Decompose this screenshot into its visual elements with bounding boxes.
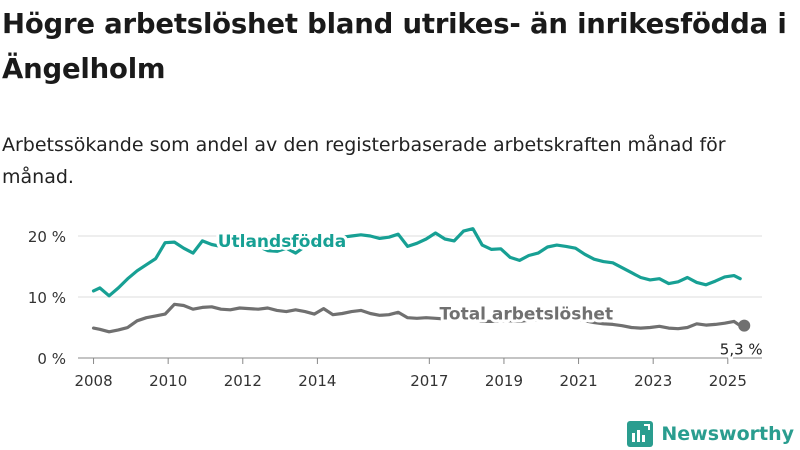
series-line-utlandsfodda	[91, 227, 742, 298]
x-tick-label: 2012	[224, 372, 262, 390]
series-label-utlandsfodda-halo: Utlandsfödda	[218, 232, 347, 252]
x-tick-label: 2025	[709, 372, 747, 390]
x-tick-label: 2008	[74, 372, 112, 390]
series-label-total: Total arbetslöshet	[440, 305, 614, 325]
x-tick-label: 2017	[410, 372, 448, 390]
line-chart: 0 % 10 % 20 % 2008 2010 2012 2014 2017 2019 2021 2…	[28, 227, 765, 390]
y-tick-label: 10 %	[28, 289, 66, 307]
series-line-total	[91, 302, 742, 334]
end-value-label: 5,3 %	[720, 341, 763, 359]
y-tick-label: 20 %	[28, 228, 66, 246]
chart-subtitle: Arbetssökande som andel av den registerb…	[2, 134, 726, 188]
x-tick-label: 2014	[298, 372, 336, 390]
chart-title: Högre arbetslöshet bland utrikes- än inr…	[2, 8, 787, 85]
x-tick-label: 2021	[559, 372, 597, 390]
x-tick-label: 2019	[485, 372, 523, 390]
series-label-total-halo: Total arbetslöshet	[440, 305, 614, 325]
brand-logo[interactable]: Newsworthy	[627, 419, 794, 449]
y-tick-label: 0 %	[37, 350, 66, 368]
x-tick-label: 2023	[634, 372, 672, 390]
end-point-marker	[738, 319, 751, 332]
brand-name: Newsworthy	[661, 423, 794, 445]
x-tick-label: 2010	[149, 372, 187, 390]
series-label-utlandsfodda: Utlandsfödda	[218, 232, 347, 252]
newsworthy-logo-icon	[627, 421, 654, 447]
